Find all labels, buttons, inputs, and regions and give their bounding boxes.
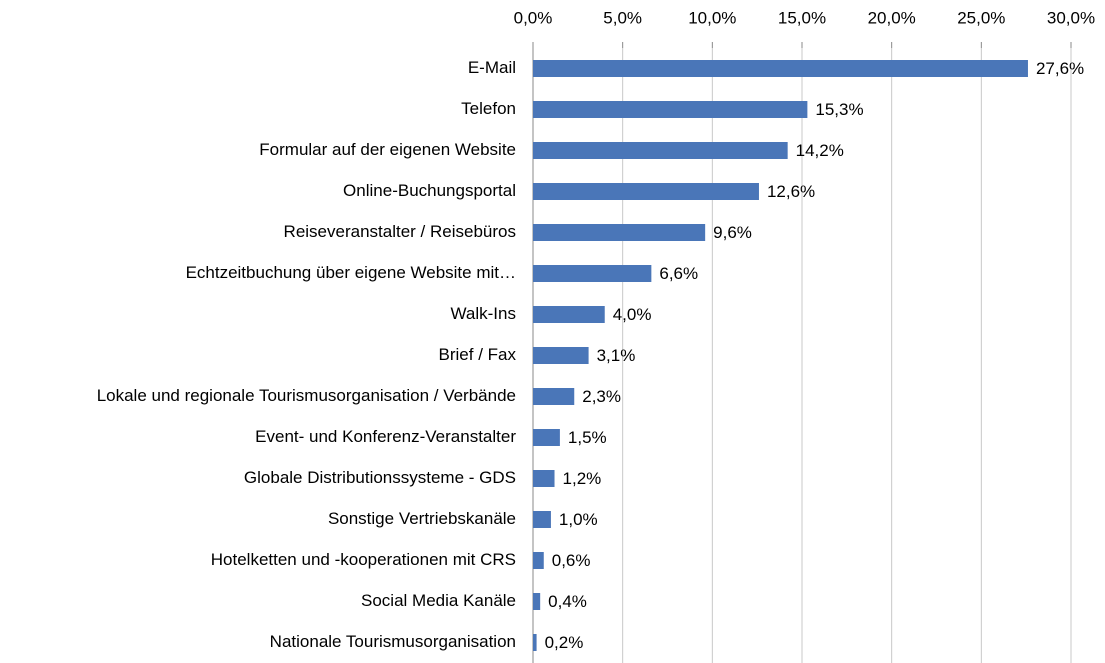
y-tick-label: Walk-Ins [451,304,517,323]
bar [533,183,759,200]
y-tick-label: Nationale Tourismusorganisation [270,632,516,651]
value-label: 0,4% [548,592,587,611]
value-label: 1,5% [568,428,607,447]
bar [533,634,537,651]
y-tick-label: Online-Buchungsportal [343,181,516,200]
bar [533,388,575,405]
value-label: 1,0% [559,510,598,529]
value-label: 9,6% [713,223,752,242]
x-tick-label: 25,0% [957,8,1005,27]
bar [533,142,788,159]
x-tick-label: 5,0% [603,8,642,27]
value-label: 12,6% [767,182,815,201]
value-label: 27,6% [1036,59,1084,78]
y-tick-label: Reiseveranstalter / Reisebüros [284,222,516,241]
x-tick-label: 0,0% [514,8,553,27]
y-tick-label: Sonstige Vertriebskanäle [328,509,516,528]
value-label: 1,2% [563,469,602,488]
bar [533,60,1028,77]
y-tick-label: Formular auf der eigenen Website [259,140,516,159]
y-tick-label: Event- und Konferenz-Veranstalter [255,427,516,446]
bar [533,101,808,118]
y-tick-label: Social Media Kanäle [361,591,516,610]
y-tick-label: Lokale und regionale Tourismusorganisati… [97,386,516,405]
y-tick-label: Echtzeitbuchung über eigene Website mit… [186,263,516,282]
bar [533,593,541,610]
value-label: 3,1% [597,346,636,365]
bar [533,224,706,241]
value-label: 4,0% [613,305,652,324]
value-label: 0,6% [552,551,591,570]
bar [533,552,544,569]
x-tick-label: 20,0% [868,8,916,27]
value-label: 2,3% [582,387,621,406]
bar [533,306,605,323]
bar [533,347,589,364]
y-tick-label: Telefon [461,99,516,118]
y-tick-label: E-Mail [468,58,516,77]
y-tick-label: Hotelketten und -kooperationen mit CRS [211,550,516,569]
y-tick-label: Globale Distributionssysteme - GDS [244,468,516,487]
x-tick-label: 10,0% [688,8,736,27]
x-tick-label: 30,0% [1047,8,1095,27]
bar [533,429,560,446]
x-tick-label: 15,0% [778,8,826,27]
bar [533,511,551,528]
value-label: 0,2% [545,633,584,652]
y-tick-label: Brief / Fax [439,345,517,364]
value-label: 15,3% [815,100,863,119]
value-label: 6,6% [659,264,698,283]
bar [533,470,555,487]
value-label: 14,2% [796,141,844,160]
bar [533,265,652,282]
